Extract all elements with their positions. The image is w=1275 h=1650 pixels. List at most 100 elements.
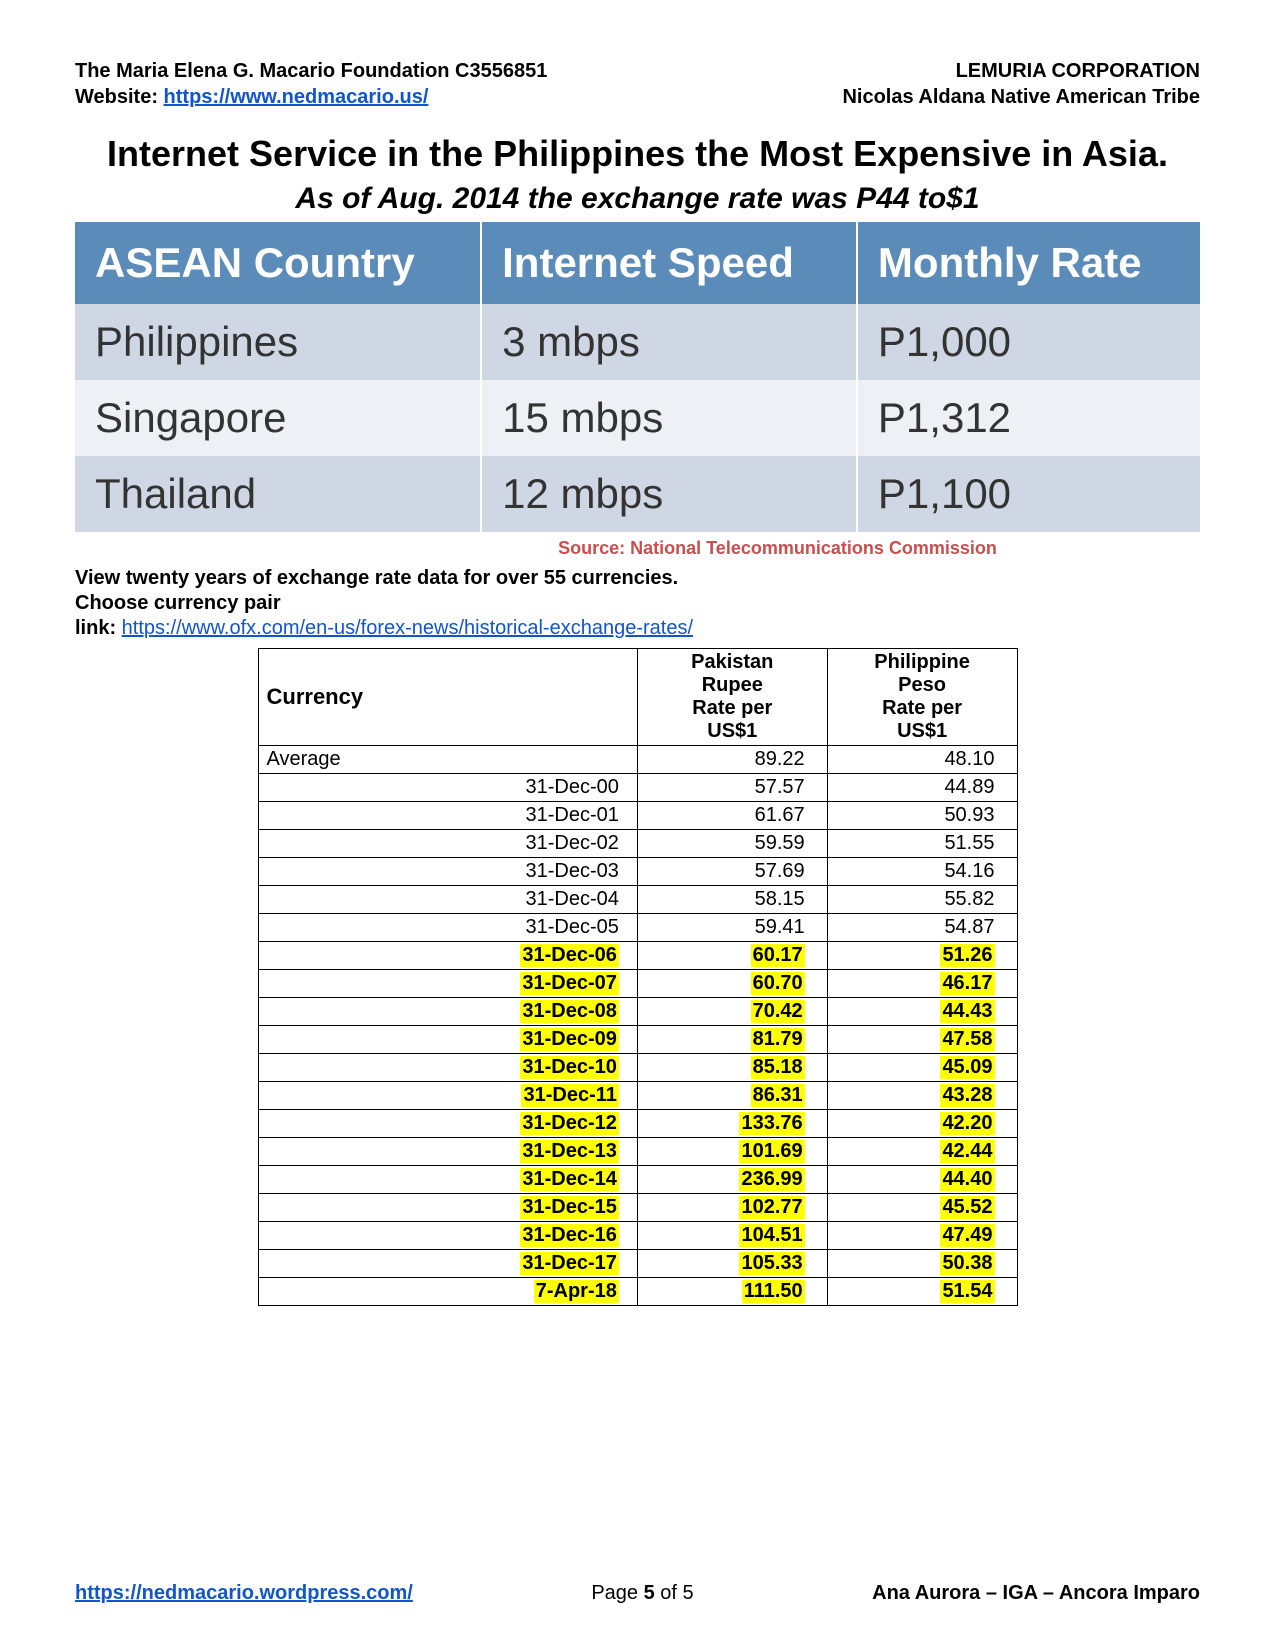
currency-date-cell: 31-Dec-10 xyxy=(258,1054,637,1082)
website-block: Website: https://www.nedmacario.us/ xyxy=(75,86,428,109)
currency-date-cell: 31-Dec-02 xyxy=(258,830,637,858)
asean-row: Singapore15 mbpsP1,312 xyxy=(75,380,1200,456)
currency-value-cell: 60.70 xyxy=(637,970,827,998)
footer-link[interactable]: https://nedmacario.wordpress.com/ xyxy=(75,1582,413,1605)
currency-value-cell: 47.49 xyxy=(827,1222,1017,1250)
currency-date-cell: 31-Dec-09 xyxy=(258,1026,637,1054)
currency-date-cell: 31-Dec-14 xyxy=(258,1166,637,1194)
currency-date-cell: 31-Dec-17 xyxy=(258,1250,637,1278)
currency-value-cell: 45.09 xyxy=(827,1054,1017,1082)
currency-th-currency: Currency xyxy=(258,649,637,746)
source-line: Source: National Telecommunications Comm… xyxy=(75,538,1200,559)
currency-row: 31-Dec-0259.5951.55 xyxy=(258,830,1017,858)
currency-row: 31-Dec-0357.6954.16 xyxy=(258,858,1017,886)
currency-value-cell: 111.50 xyxy=(637,1278,827,1306)
asean-th-rate: Monthly Rate xyxy=(857,222,1200,304)
asean-cell: P1,000 xyxy=(857,304,1200,380)
currency-value-cell: 45.52 xyxy=(827,1194,1017,1222)
asean-header-row: ASEAN Country Internet Speed Monthly Rat… xyxy=(75,222,1200,304)
currency-date-cell: 31-Dec-15 xyxy=(258,1194,637,1222)
currency-value-cell: 89.22 xyxy=(637,746,827,774)
currency-value-cell: 133.76 xyxy=(637,1110,827,1138)
asean-row: Philippines3 mbpsP1,000 xyxy=(75,304,1200,380)
currency-value-cell: 59.41 xyxy=(637,914,827,942)
currency-header-row: Currency PakistanRupeeRate perUS$1 Phili… xyxy=(258,649,1017,746)
currency-row: 31-Dec-16104.5147.49 xyxy=(258,1222,1017,1250)
currency-value-cell: 85.18 xyxy=(637,1054,827,1082)
body-line-1: View twenty years of exchange rate data … xyxy=(75,567,1200,590)
currency-value-cell: 104.51 xyxy=(637,1222,827,1250)
currency-row: 31-Dec-0760.7046.17 xyxy=(258,970,1017,998)
header-left-1: The Maria Elena G. Macario Foundation C3… xyxy=(75,60,547,83)
currency-date-cell: 31-Dec-08 xyxy=(258,998,637,1026)
currency-value-cell: 42.20 xyxy=(827,1110,1017,1138)
asean-cell: 12 mbps xyxy=(481,456,857,532)
website-label: Website: xyxy=(75,86,164,108)
currency-date-cell: 31-Dec-06 xyxy=(258,942,637,970)
asean-th-speed: Internet Speed xyxy=(481,222,857,304)
asean-cell: 3 mbps xyxy=(481,304,857,380)
currency-row: 31-Dec-0161.6750.93 xyxy=(258,802,1017,830)
currency-value-cell: 60.17 xyxy=(637,942,827,970)
currency-date-cell: Average xyxy=(258,746,637,774)
asean-table: ASEAN Country Internet Speed Monthly Rat… xyxy=(75,222,1200,532)
currency-th-php: PhilippinePesoRate perUS$1 xyxy=(827,649,1017,746)
currency-value-cell: 58.15 xyxy=(637,886,827,914)
currency-row: 31-Dec-13101.6942.44 xyxy=(258,1138,1017,1166)
currency-value-cell: 105.33 xyxy=(637,1250,827,1278)
currency-date-cell: 31-Dec-13 xyxy=(258,1138,637,1166)
currency-date-cell: 31-Dec-03 xyxy=(258,858,637,886)
currency-value-cell: 101.69 xyxy=(637,1138,827,1166)
currency-value-cell: 46.17 xyxy=(827,970,1017,998)
link-label: link: xyxy=(75,617,122,639)
currency-row: 31-Dec-14236.9944.40 xyxy=(258,1166,1017,1194)
currency-value-cell: 44.40 xyxy=(827,1166,1017,1194)
currency-row: 31-Dec-17105.3350.38 xyxy=(258,1250,1017,1278)
currency-value-cell: 51.26 xyxy=(827,942,1017,970)
currency-date-cell: 31-Dec-00 xyxy=(258,774,637,802)
page-footer: https://nedmacario.wordpress.com/ Page 5… xyxy=(75,1582,1200,1605)
currency-row: 31-Dec-0981.7947.58 xyxy=(258,1026,1017,1054)
currency-value-cell: 70.42 xyxy=(637,998,827,1026)
currency-row: Average89.2248.10 xyxy=(258,746,1017,774)
currency-value-cell: 42.44 xyxy=(827,1138,1017,1166)
body-line-2: Choose currency pair xyxy=(75,592,1200,615)
header-right-1: LEMURIA CORPORATION xyxy=(956,60,1200,83)
currency-date-cell: 31-Dec-11 xyxy=(258,1082,637,1110)
currency-value-cell: 55.82 xyxy=(827,886,1017,914)
currency-row: 7-Apr-18111.5051.54 xyxy=(258,1278,1017,1306)
currency-date-cell: 31-Dec-05 xyxy=(258,914,637,942)
asean-cell: 15 mbps xyxy=(481,380,857,456)
currency-value-cell: 86.31 xyxy=(637,1082,827,1110)
currency-value-cell: 236.99 xyxy=(637,1166,827,1194)
currency-row: 31-Dec-0057.5744.89 xyxy=(258,774,1017,802)
currency-row: 31-Dec-12133.7642.20 xyxy=(258,1110,1017,1138)
currency-value-cell: 54.87 xyxy=(827,914,1017,942)
asean-cell: Singapore xyxy=(75,380,481,456)
currency-row: 31-Dec-0660.1751.26 xyxy=(258,942,1017,970)
currency-value-cell: 57.57 xyxy=(637,774,827,802)
website-link[interactable]: https://www.nedmacario.us/ xyxy=(164,86,429,108)
header-right-2: Nicolas Aldana Native American Tribe xyxy=(842,86,1200,109)
asean-th-country: ASEAN Country xyxy=(75,222,481,304)
page-subtitle: As of Aug. 2014 the exchange rate was P4… xyxy=(75,182,1200,216)
currency-row: 31-Dec-1186.3143.28 xyxy=(258,1082,1017,1110)
currency-value-cell: 50.38 xyxy=(827,1250,1017,1278)
footer-page-number: Page 5 of 5 xyxy=(591,1582,693,1605)
currency-value-cell: 50.93 xyxy=(827,802,1017,830)
currency-date-cell: 31-Dec-16 xyxy=(258,1222,637,1250)
currency-value-cell: 48.10 xyxy=(827,746,1017,774)
currency-value-cell: 51.54 xyxy=(827,1278,1017,1306)
currency-row: 31-Dec-1085.1845.09 xyxy=(258,1054,1017,1082)
currency-date-cell: 7-Apr-18 xyxy=(258,1278,637,1306)
currency-value-cell: 44.43 xyxy=(827,998,1017,1026)
currency-table: Currency PakistanRupeeRate perUS$1 Phili… xyxy=(258,648,1018,1306)
footer-right: Ana Aurora – IGA – Ancora Imparo xyxy=(872,1582,1200,1605)
currency-value-cell: 59.59 xyxy=(637,830,827,858)
header-row-2: Website: https://www.nedmacario.us/ Nico… xyxy=(75,86,1200,109)
asean-cell: P1,312 xyxy=(857,380,1200,456)
header-row-1: The Maria Elena G. Macario Foundation C3… xyxy=(75,60,1200,83)
ofx-link[interactable]: https://www.ofx.com/en-us/forex-news/his… xyxy=(122,617,693,639)
asean-cell: P1,100 xyxy=(857,456,1200,532)
page-title: Internet Service in the Philippines the … xyxy=(75,131,1200,176)
